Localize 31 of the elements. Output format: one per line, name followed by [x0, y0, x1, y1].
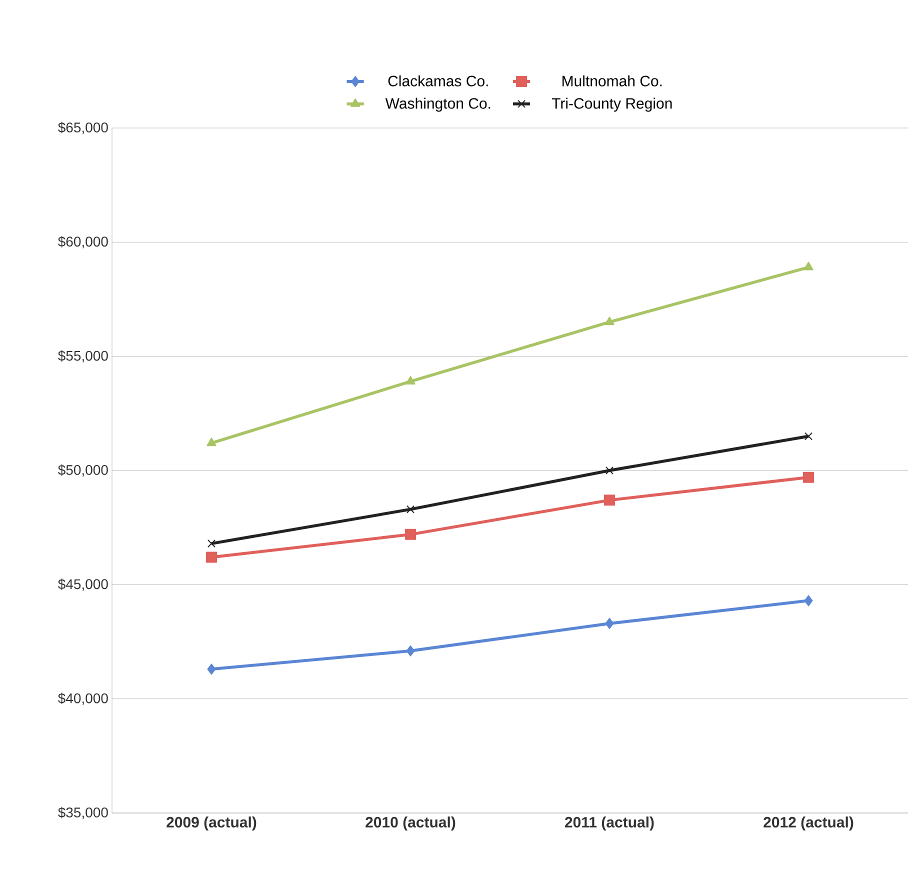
point	[804, 432, 813, 440]
legend-label: Clackamas Co.	[388, 75, 488, 86]
point	[604, 494, 616, 506]
legend-label: Tri-County Region	[552, 98, 672, 112]
point	[804, 595, 813, 606]
point	[605, 618, 614, 629]
x-tick-label: 2011 (actual)	[564, 816, 654, 831]
point	[804, 262, 814, 270]
point	[406, 645, 415, 656]
point	[206, 552, 218, 563]
point	[207, 664, 216, 675]
y-tick-label: $55,000	[58, 350, 108, 362]
y-tick-label: $65,000	[58, 122, 108, 134]
y-tick-label: $60,000	[58, 236, 108, 248]
point	[803, 472, 814, 483]
point	[207, 540, 216, 548]
legend-label: Multnomah Co.	[562, 75, 662, 86]
x-tick-label: 2009 (actual)	[166, 816, 256, 831]
y-tick-label: $50,000	[58, 464, 108, 477]
point	[406, 376, 416, 384]
y-tick-label: $35,000	[58, 806, 108, 820]
legend-label: Washington Co.	[385, 98, 490, 112]
point	[405, 528, 416, 540]
point	[605, 466, 614, 475]
point	[406, 505, 415, 514]
x-tick-label: 2010 (actual)	[366, 816, 456, 831]
x-tick-label: 2012 (actual)	[764, 816, 854, 831]
y-tick-label: $40,000	[58, 692, 108, 705]
y-tick-label: $45,000	[58, 578, 108, 591]
point	[604, 316, 614, 326]
point	[206, 438, 216, 446]
